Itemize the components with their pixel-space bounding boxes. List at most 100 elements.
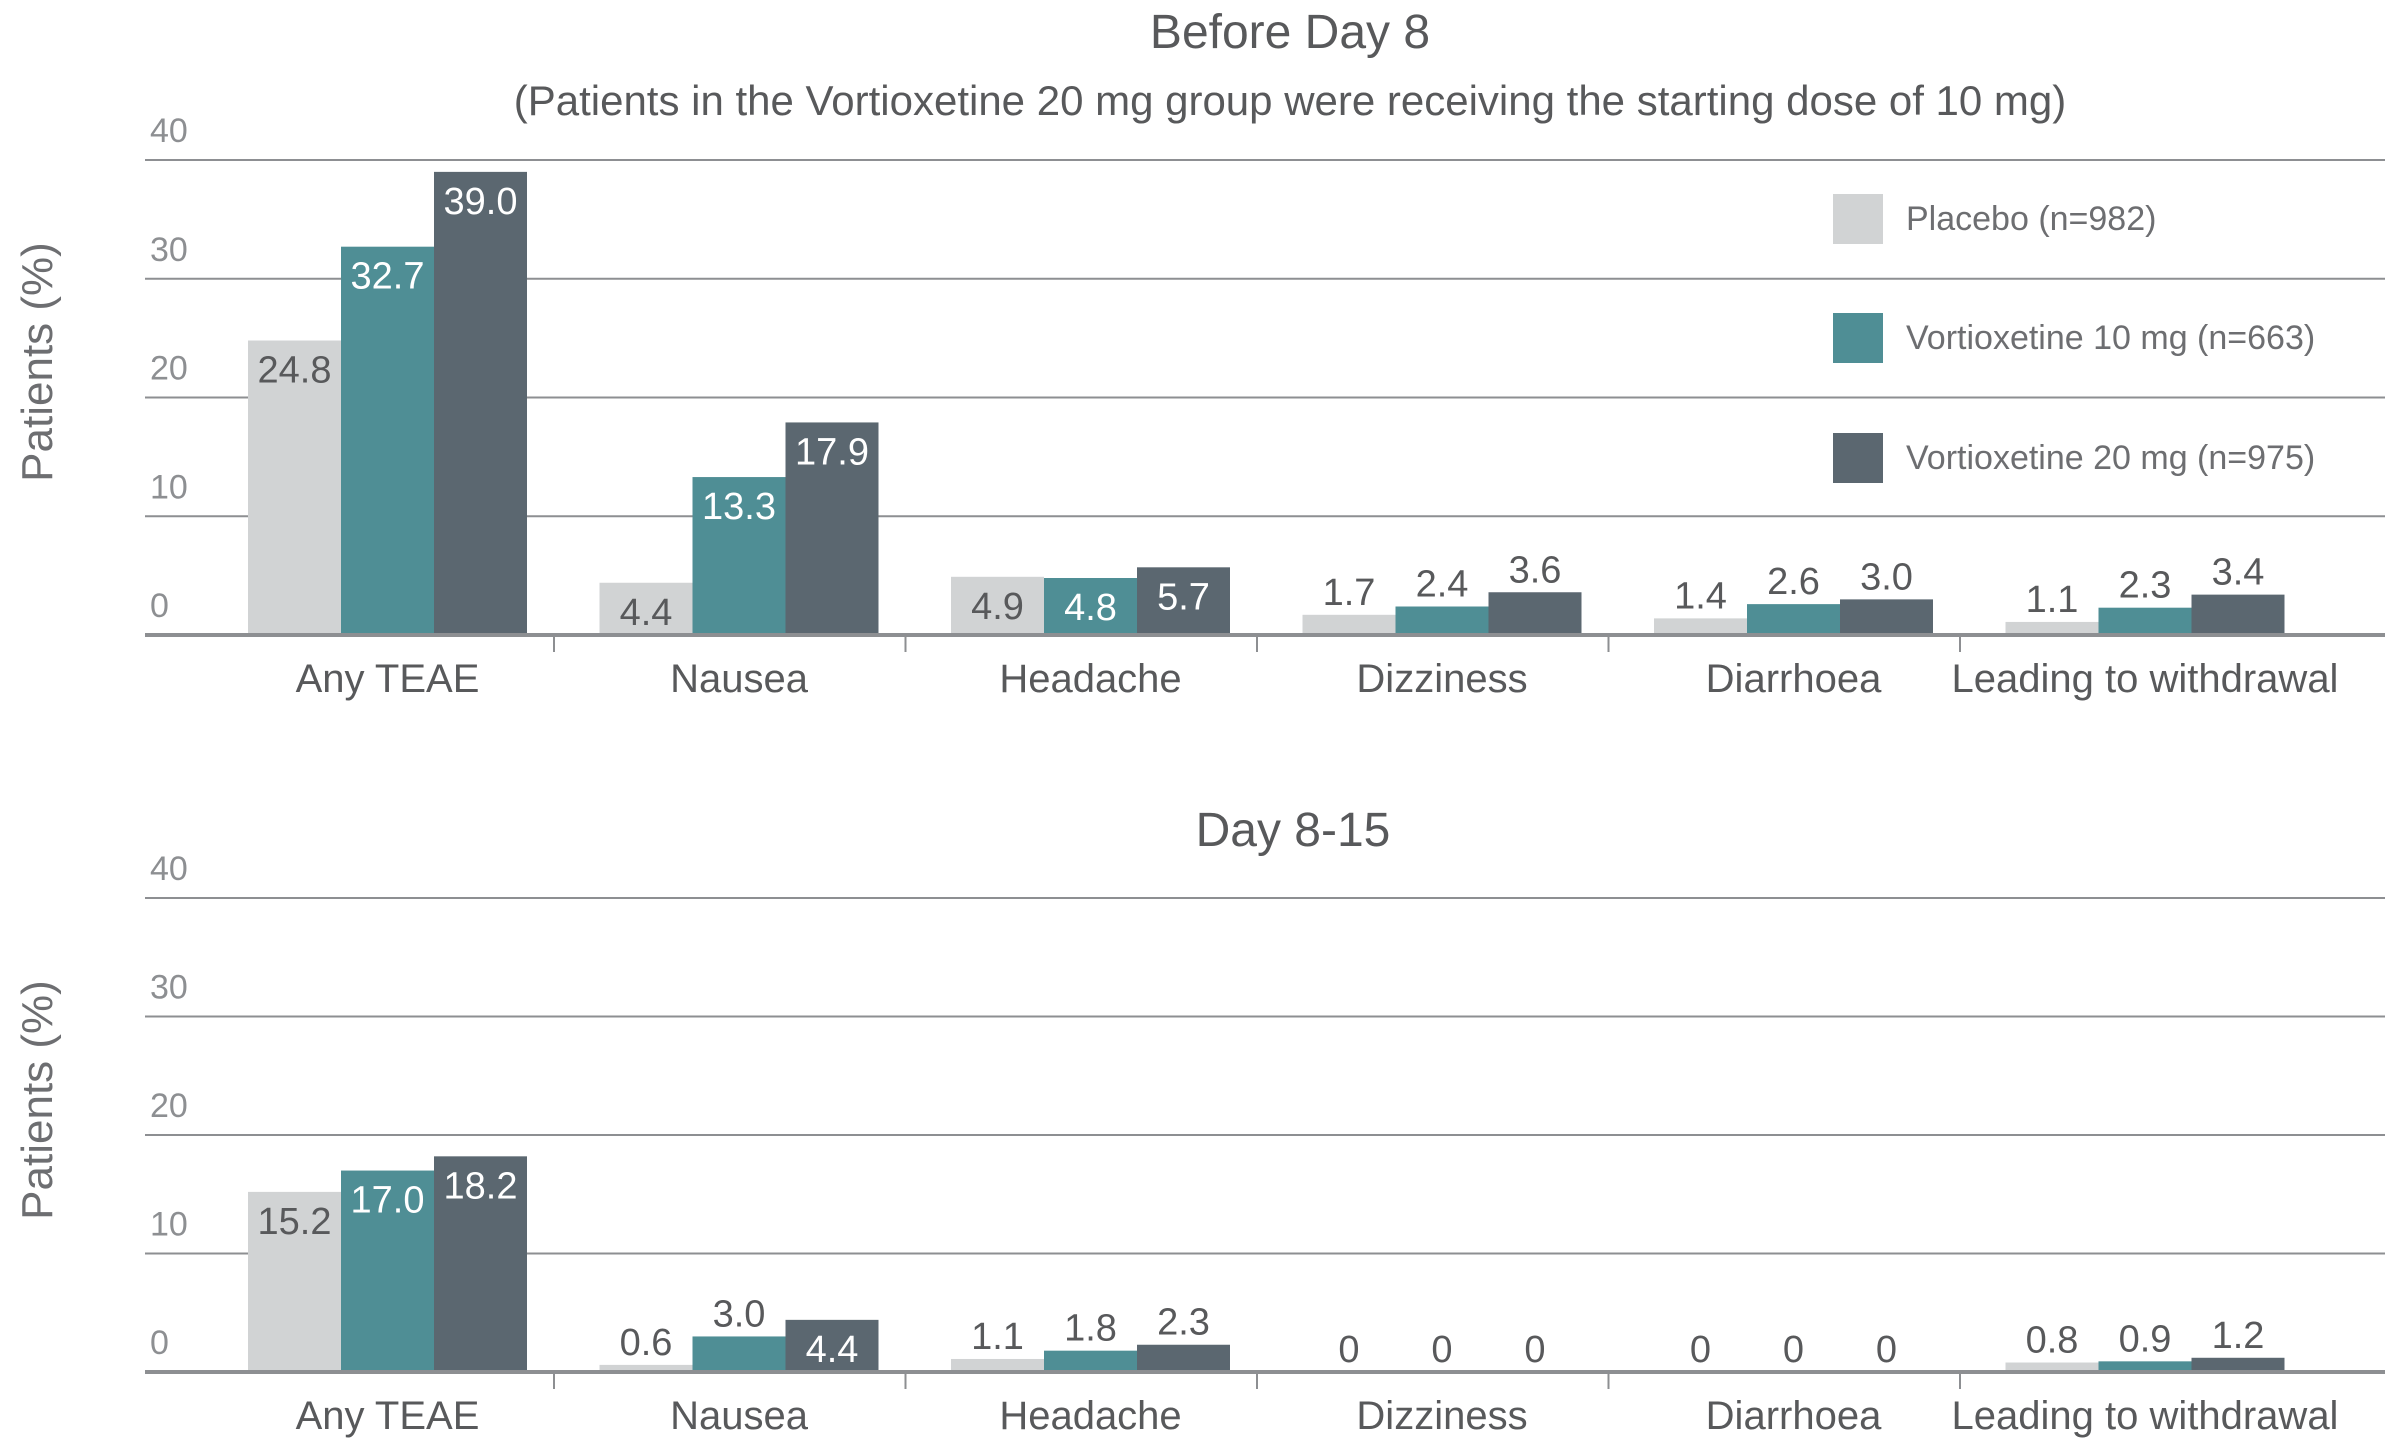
data-label-diarrhoea-placebo-n-982: 0 [1690, 1329, 1711, 1371]
category-label-leading-to-withdrawal: Leading to withdrawal [1952, 1394, 2339, 1438]
bar-any-teae-placebo-n-982 [248, 340, 341, 635]
bar-dizziness-vortioxetine-10-mg-n-663 [1395, 606, 1489, 635]
bar-leading-to-withdrawal-placebo-n-982 [2005, 621, 2099, 635]
category-label-diarrhoea: Diarrhoea [1706, 1394, 1882, 1438]
bar-any-teae-vortioxetine-20-mg-n-975 [434, 171, 527, 635]
y-tick-label-20: 20 [150, 1087, 188, 1125]
data-label-leading-to-withdrawal-vortioxetine-10-mg-n-663: 2.3 [2119, 565, 2172, 607]
data-label-diarrhoea-vortioxetine-10-mg-n-663: 2.6 [1767, 561, 1820, 603]
data-label-nausea-vortioxetine-20-mg-n-975: 4.4 [806, 1329, 859, 1371]
data-label-headache-vortioxetine-10-mg-n-663: 1.8 [1064, 1308, 1117, 1350]
bar-any-teae-vortioxetine-20-mg-n-975 [434, 1156, 527, 1372]
bar-any-teae-placebo-n-982 [248, 1191, 341, 1372]
legend-swatch-placebo [1833, 194, 1883, 244]
data-label-dizziness-vortioxetine-10-mg-n-663: 2.4 [1416, 564, 1469, 606]
data-label-nausea-vortioxetine-10-mg-n-663: 3.0 [713, 1293, 766, 1335]
data-label-headache-placebo-n-982: 1.1 [971, 1316, 1024, 1358]
data-label-leading-to-withdrawal-vortioxetine-20-mg-n-975: 3.4 [2212, 552, 2265, 594]
bar-diarrhoea-vortioxetine-10-mg-n-663 [1747, 604, 1840, 635]
data-label-any-teae-placebo-n-982: 15.2 [258, 1201, 332, 1243]
data-label-any-teae-placebo-n-982: 24.8 [258, 350, 332, 392]
data-label-headache-vortioxetine-20-mg-n-975: 5.7 [1157, 576, 1210, 618]
bar-any-teae-vortioxetine-10-mg-n-663 [341, 246, 434, 635]
panel-before-day8: 0 10 20 30 40 24.8 32.7 39.0 Any TEAE 4.4 13.3 17.9… [145, 112, 2385, 701]
chart-title-day8-15: Day 8-15 [1196, 804, 1391, 857]
category-label-dizziness: Dizziness [1356, 1394, 1527, 1438]
category-label-any-teae: Any TEAE [296, 657, 480, 701]
data-label-nausea-vortioxetine-10-mg-n-663: 13.3 [702, 486, 776, 528]
data-label-dizziness-placebo-n-982: 1.7 [1323, 572, 1376, 614]
bar-nausea-placebo-n-982 [599, 582, 693, 635]
data-label-headache-placebo-n-982: 4.9 [971, 586, 1024, 628]
bar-headache-vortioxetine-10-mg-n-663 [1044, 578, 1137, 635]
bar-dizziness-placebo-n-982 [1302, 614, 1396, 635]
data-label-diarrhoea-placebo-n-982: 1.4 [1674, 575, 1727, 617]
legend-label-vortioxetine-10mg: Vortioxetine 10 mg (n=663) [1906, 319, 2315, 357]
data-label-leading-to-withdrawal-placebo-n-982: 1.1 [2026, 579, 2079, 621]
legend-label-vortioxetine-20mg: Vortioxetine 20 mg (n=975) [1906, 439, 2315, 477]
legend: Placebo (n=982) Vortioxetine 10 mg (n=66… [1833, 194, 2315, 483]
y-axis-label-day8-15: Patients (%) [13, 980, 62, 1220]
bar-diarrhoea-vortioxetine-20-mg-n-975 [1840, 599, 1933, 635]
bar-leading-to-withdrawal-vortioxetine-20-mg-n-975 [2191, 594, 2285, 635]
bar-nausea-vortioxetine-20-mg-n-975 [785, 1319, 879, 1372]
data-label-leading-to-withdrawal-vortioxetine-20-mg-n-975: 1.2 [2212, 1315, 2265, 1357]
category-label-dizziness: Dizziness [1356, 657, 1527, 701]
bar-nausea-vortioxetine-20-mg-n-975 [785, 422, 879, 635]
y-tick-label-30: 30 [150, 969, 188, 1007]
bar-dizziness-vortioxetine-20-mg-n-975 [1488, 592, 1582, 635]
bar-nausea-vortioxetine-10-mg-n-663 [692, 477, 786, 635]
category-label-headache: Headache [999, 657, 1181, 701]
category-label-diarrhoea: Diarrhoea [1706, 657, 1882, 701]
bar-headache-placebo-n-982 [951, 1358, 1044, 1372]
data-label-any-teae-vortioxetine-10-mg-n-663: 32.7 [351, 256, 425, 298]
data-label-any-teae-vortioxetine-20-mg-n-975: 39.0 [444, 181, 518, 223]
bar-leading-to-withdrawal-vortioxetine-10-mg-n-663 [2098, 1361, 2192, 1372]
data-label-diarrhoea-vortioxetine-20-mg-n-975: 0 [1876, 1329, 1897, 1371]
category-label-nausea: Nausea [670, 1394, 809, 1438]
data-label-dizziness-placebo-n-982: 0 [1338, 1329, 1359, 1371]
y-tick-label-40: 40 [150, 112, 188, 150]
data-label-dizziness-vortioxetine-20-mg-n-975: 0 [1524, 1329, 1545, 1371]
category-label-any-teae: Any TEAE [296, 1394, 480, 1438]
data-label-dizziness-vortioxetine-10-mg-n-663: 0 [1431, 1329, 1452, 1371]
y-tick-label-10: 10 [150, 468, 188, 506]
bar-leading-to-withdrawal-placebo-n-982 [2005, 1362, 2099, 1372]
category-label-headache: Headache [999, 1394, 1181, 1438]
y-tick-label-40: 40 [150, 850, 188, 888]
chart-subtitle-before-day8: (Patients in the Vortioxetine 20 mg grou… [514, 77, 2067, 124]
data-label-leading-to-withdrawal-vortioxetine-10-mg-n-663: 0.9 [2119, 1318, 2172, 1360]
y-tick-label-0: 0 [150, 587, 169, 625]
data-label-any-teae-vortioxetine-10-mg-n-663: 17.0 [351, 1180, 425, 1222]
bar-nausea-vortioxetine-10-mg-n-663 [692, 1336, 786, 1372]
data-label-nausea-placebo-n-982: 0.6 [620, 1322, 673, 1364]
legend-swatch-vortioxetine-20mg [1833, 433, 1883, 483]
bar-nausea-placebo-n-982 [599, 1364, 693, 1372]
panel-day8-15: 0 10 20 30 40 15.2 17.0 18.2 Any TEAE 0.6 3.0 4.4 Na… [145, 850, 2385, 1438]
bar-diarrhoea-placebo-n-982 [1654, 618, 1747, 635]
data-label-headache-vortioxetine-10-mg-n-663: 4.8 [1064, 587, 1117, 629]
data-label-diarrhoea-vortioxetine-10-mg-n-663: 0 [1783, 1329, 1804, 1371]
y-tick-label-10: 10 [150, 1206, 188, 1244]
y-tick-label-0: 0 [150, 1324, 169, 1362]
bar-headache-vortioxetine-10-mg-n-663 [1044, 1350, 1137, 1372]
y-tick-label-20: 20 [150, 350, 188, 388]
data-label-nausea-placebo-n-982: 4.4 [620, 592, 673, 634]
data-label-leading-to-withdrawal-placebo-n-982: 0.8 [2026, 1320, 2079, 1362]
legend-label-placebo: Placebo (n=982) [1906, 200, 2156, 238]
category-label-leading-to-withdrawal: Leading to withdrawal [1952, 657, 2339, 701]
bar-headache-vortioxetine-20-mg-n-975 [1137, 567, 1230, 635]
data-label-any-teae-vortioxetine-20-mg-n-975: 18.2 [444, 1165, 518, 1207]
chart-title-before-day8: Before Day 8 [1150, 6, 1430, 59]
data-label-headache-vortioxetine-20-mg-n-975: 2.3 [1157, 1302, 1210, 1344]
data-label-dizziness-vortioxetine-20-mg-n-975: 3.6 [1509, 549, 1562, 591]
bar-leading-to-withdrawal-vortioxetine-20-mg-n-975 [2191, 1357, 2285, 1372]
category-label-nausea: Nausea [670, 657, 809, 701]
y-axis-label-before-day8: Patients (%) [13, 242, 62, 482]
y-tick-label-30: 30 [150, 231, 188, 269]
data-label-diarrhoea-vortioxetine-20-mg-n-975: 3.0 [1860, 556, 1913, 598]
legend-swatch-vortioxetine-10mg [1833, 313, 1883, 363]
bar-headache-vortioxetine-20-mg-n-975 [1137, 1344, 1230, 1372]
